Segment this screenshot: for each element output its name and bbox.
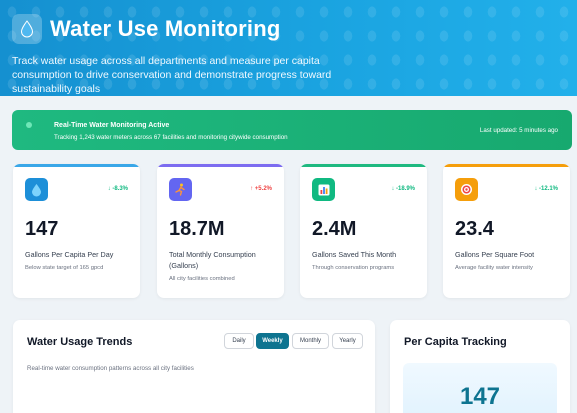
metric-value: 18.7M <box>169 218 225 240</box>
tab-monthly[interactable]: Monthly <box>292 333 329 349</box>
metric-change: ↑ +5.2% <box>250 186 272 192</box>
target-icon <box>455 178 478 201</box>
metric-value: 147 <box>25 218 59 240</box>
metric-change: ↓ -18.9% <box>391 186 415 192</box>
card-accent-bar <box>157 164 284 167</box>
trends-subtitle: Real-time water consumption patterns acr… <box>27 365 194 372</box>
metric-change: ↓ -12.1% <box>534 186 558 192</box>
runner-icon <box>169 178 192 201</box>
metric-label: Gallons Saved This Month <box>312 250 397 259</box>
metric-card-total-consumption[interactable]: ↑ +5.2% 18.7M Total Monthly Consumption … <box>157 164 284 298</box>
metric-label: Gallons Per Capita Per Day <box>25 250 114 259</box>
metric-card-gallons-per-sqft[interactable]: ↓ -12.1% 23.4 Gallons Per Square Foot Av… <box>443 164 570 298</box>
card-accent-bar <box>13 164 140 167</box>
metric-value: 23.4 <box>455 218 494 240</box>
per-capita-tracking-panel: Per Capita Tracking 147 <box>390 320 570 413</box>
page-header: Water Use Monitoring Track water usage a… <box>0 0 577 96</box>
metric-note: All city facilities combined <box>169 276 235 282</box>
water-drop-icon <box>25 178 48 201</box>
monitoring-status-banner: Real-Time Water Monitoring Active Tracki… <box>12 110 572 150</box>
metric-value: 2.4M <box>312 218 357 240</box>
status-dot-icon <box>26 122 32 128</box>
metric-label: Total Monthly Consumption (Gallons) <box>169 250 256 270</box>
water-drop-icon <box>20 20 34 38</box>
per-capita-title: Per Capita Tracking <box>404 336 507 348</box>
card-accent-bar <box>300 164 427 167</box>
tab-daily[interactable]: Daily <box>224 333 254 349</box>
tab-yearly[interactable]: Yearly <box>332 333 363 349</box>
metric-change: ↓ -8.3% <box>107 186 128 192</box>
tab-weekly[interactable]: Weekly <box>256 333 289 349</box>
metric-card-gallons-saved[interactable]: ↓ -18.9% 2.4M Gallons Saved This Month T… <box>300 164 427 298</box>
per-capita-value: 147 <box>459 383 501 410</box>
metric-label: Gallons Per Square Foot <box>455 250 535 259</box>
metric-card-per-capita[interactable]: ↓ -8.3% 147 Gallons Per Capita Per Day B… <box>13 164 140 298</box>
page-subtitle: Track water usage across all departments… <box>12 55 332 95</box>
page-title: Water Use Monitoring <box>50 16 281 41</box>
last-updated: Last updated: 5 minutes ago <box>479 127 558 134</box>
trends-title: Water Usage Trends <box>27 336 133 348</box>
banner-title: Real-Time Water Monitoring Active <box>54 122 170 129</box>
bar-chart-icon <box>312 178 335 201</box>
metric-note: Average facility water intensity <box>455 265 533 271</box>
card-accent-bar <box>443 164 570 167</box>
per-capita-value-box: 147 <box>403 363 557 413</box>
water-usage-trends-panel: Water Usage Trends Daily Weekly Monthly … <box>13 320 375 413</box>
logo <box>12 14 42 44</box>
metric-note: Below state target of 165 gpcd <box>25 265 104 271</box>
metric-note: Through conservation programs <box>312 265 395 271</box>
banner-subtitle: Tracking 1,243 water meters across 67 fa… <box>54 134 288 141</box>
